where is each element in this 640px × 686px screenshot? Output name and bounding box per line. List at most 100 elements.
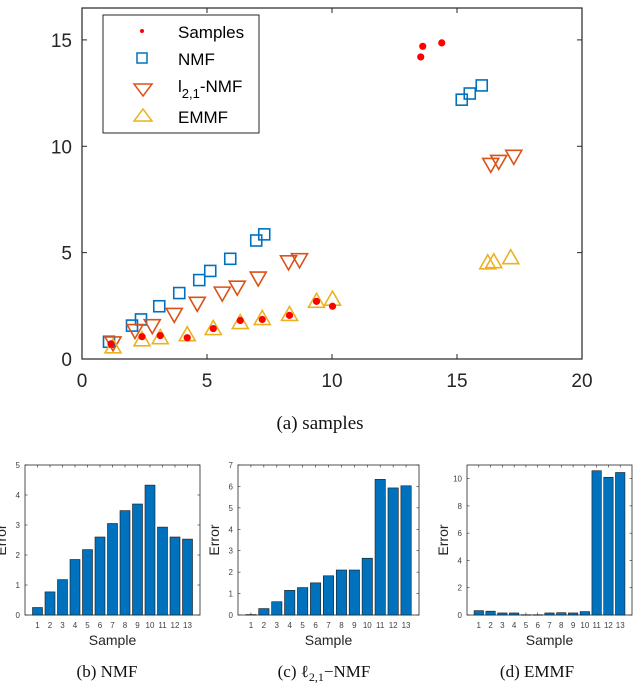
y-tick-label: 5 [229, 504, 234, 513]
x-tick-label: 9 [571, 621, 576, 630]
l21-nmf-point [504, 149, 524, 166]
emmf-point [501, 248, 521, 265]
x-tick-label: 3 [60, 621, 65, 630]
l21-nmf-point [164, 307, 184, 325]
nmf-point [257, 228, 271, 241]
sample-point [312, 297, 321, 305]
bar [258, 608, 270, 616]
bar [335, 569, 347, 616]
emmf-point [484, 252, 504, 269]
x-tick-label: 1 [477, 621, 482, 630]
x-tick-label: 6 [313, 621, 318, 630]
nmf-point [475, 79, 489, 92]
x-tick-label: 5 [85, 621, 90, 630]
y-axis-label: Error [206, 524, 222, 555]
nmf-point [192, 273, 206, 287]
legend-label-l21-nmf: l2,1-NMF [178, 77, 242, 101]
x-axis-label: Sample [305, 632, 353, 648]
legend-marker-l21-nmf [132, 83, 154, 98]
x-tick-label: 10 [321, 371, 342, 392]
emmf-point [132, 330, 152, 347]
bar [44, 591, 56, 616]
l21-nmf-point [125, 323, 145, 341]
l21-nmf-point [227, 280, 247, 297]
x-tick-label: 7 [547, 621, 552, 630]
emmf-point [478, 253, 498, 270]
x-tick-label: 12 [171, 621, 180, 630]
x-tick-label: 4 [287, 621, 292, 630]
x-tick-label: 10 [146, 621, 155, 630]
l21-nmf-point [481, 157, 501, 175]
y-tick-label: 10 [51, 137, 72, 158]
bar [520, 614, 531, 616]
y-tick-label: 2 [458, 584, 463, 593]
l21-nmf-point [212, 286, 232, 303]
bar [400, 485, 412, 616]
x-tick-label: 6 [535, 621, 540, 630]
bar [144, 484, 156, 616]
x-tick-label: 5 [202, 371, 213, 392]
x-tick-label: 8 [559, 621, 564, 630]
x-tick-label: 13 [616, 621, 625, 630]
sample-point [209, 324, 217, 333]
sample-point [156, 332, 164, 340]
x-tick-label: 9 [352, 621, 357, 630]
bar [323, 575, 334, 616]
l21-nmf-point [290, 252, 309, 270]
bar [284, 590, 296, 616]
x-tick-label: 12 [389, 621, 398, 630]
legend-marker-nmf [136, 52, 148, 64]
y-tick-label: 7 [229, 461, 234, 470]
x-tick-label: 5 [300, 621, 305, 630]
legend-label-samples: Samples [178, 23, 244, 42]
x-tick-label: 2 [48, 621, 53, 630]
y-tick-label: 0 [61, 350, 72, 371]
bar [556, 612, 567, 616]
bar [568, 612, 579, 616]
x-axis-label: Sample [526, 632, 574, 648]
bar [132, 503, 143, 616]
emmf-point [307, 291, 326, 309]
y-tick-label: 4 [16, 491, 21, 500]
x-tick-label: 11 [592, 621, 601, 630]
emmf-point [230, 312, 250, 330]
y-tick-label: 1 [229, 590, 234, 599]
x-tick-label: 13 [183, 621, 192, 630]
y-tick-label: 4 [458, 556, 463, 565]
y-tick-label: 4 [229, 525, 234, 534]
bar [245, 614, 257, 616]
bar [579, 611, 590, 616]
x-tick-label: 20 [571, 371, 592, 392]
bar [532, 614, 543, 616]
bar [591, 470, 602, 616]
bar [387, 487, 399, 616]
x-tick-label: 2 [262, 621, 267, 630]
bar [82, 549, 93, 616]
bar [297, 587, 309, 616]
caption-d: (d) EMMF [500, 662, 574, 681]
nmf-point [203, 264, 217, 278]
l21-nmf-point [187, 296, 207, 313]
bar [271, 601, 283, 616]
nmf-point [223, 252, 237, 266]
bar [94, 536, 106, 616]
y-tick-label: 1 [16, 581, 21, 590]
bar [615, 472, 626, 616]
x-tick-label: 10 [363, 621, 372, 630]
y-tick-label: 3 [16, 521, 21, 530]
x-axis-label: Sample [89, 632, 137, 648]
y-tick-label: 15 [51, 31, 72, 52]
l21-nmf-point [142, 318, 162, 336]
legend-label-emmf: EMMF [178, 108, 228, 127]
x-tick-label: 13 [402, 621, 411, 630]
y-tick-label: 6 [458, 529, 463, 538]
y-tick-label: 2 [16, 551, 21, 560]
x-tick-label: 7 [326, 621, 331, 630]
emmf-point [280, 304, 299, 322]
caption-c: (c) ℓ2,1−NMF [278, 662, 371, 684]
y-tick-label: 0 [16, 611, 21, 620]
bar [57, 579, 68, 616]
